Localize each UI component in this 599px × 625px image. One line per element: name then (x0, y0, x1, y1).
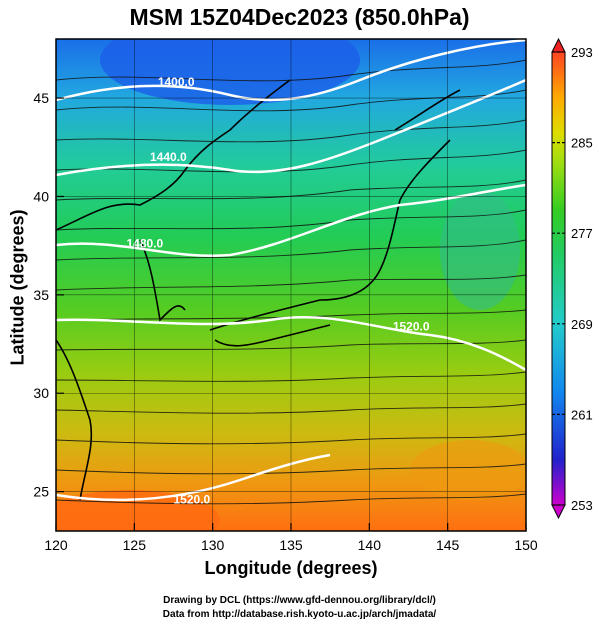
colorbar-bottom-arrow (551, 504, 566, 520)
colorbar-tick-label: 253 (571, 498, 593, 513)
wind-streamlines (56, 59, 526, 505)
y-tick-label: 25 (33, 484, 49, 500)
y-axis-ticks: 25 30 35 40 45 (33, 90, 64, 500)
colorbar-tick-label: 277 (571, 226, 593, 241)
gridlines (56, 39, 526, 531)
contour-labels: 1400.0 1440.0 1480.0 1520.0 1520.0 (127, 75, 430, 506)
x-tick-label: 135 (279, 537, 303, 553)
y-tick-label: 45 (33, 90, 49, 106)
colorbar-tick-label: 293 (571, 45, 593, 60)
warm-eddy (410, 440, 526, 500)
contour-label: 1520.0 (174, 492, 211, 506)
x-axis-ticks: 120 125 130 135 140 145 150 (44, 523, 538, 553)
x-tick-label: 120 (44, 537, 68, 553)
contour-label: 1480.0 (127, 237, 164, 251)
x-tick-label: 150 (514, 537, 538, 553)
colorbar-tick-label: 285 (571, 136, 593, 151)
cold-region (100, 39, 360, 105)
cool-eddy (440, 190, 520, 310)
x-tick-label: 140 (358, 537, 382, 553)
contour-label: 1520.0 (393, 319, 430, 333)
height-contours (56, 39, 526, 502)
colorbar: 293 285 277 269 261 253 (551, 37, 593, 520)
colorbar-tick-label: 269 (571, 317, 593, 332)
y-tick-label: 35 (33, 287, 49, 303)
x-axis-label: Longitude (degrees) (204, 558, 378, 578)
y-tick-label: 40 (33, 188, 49, 204)
x-tick-label: 145 (436, 537, 460, 553)
coastlines (56, 79, 461, 501)
credit-data: Data from http://database.rish.kyoto-u.a… (162, 609, 437, 620)
x-tick-label: 130 (201, 537, 225, 553)
y-axis-label: Latitude (degrees) (7, 209, 28, 366)
contour-label: 1440.0 (150, 150, 187, 164)
contour-label: 1400.0 (158, 75, 195, 89)
map-title: MSM 15Z04Dec2023 (850.0hPa) (129, 4, 470, 30)
colorbar-top-arrow (551, 37, 566, 53)
x-tick-label: 125 (123, 537, 147, 553)
colorbar-tick-label: 261 (571, 407, 593, 422)
y-tick-label: 30 (33, 385, 49, 401)
credit-drawing: Drawing by DCL (https://www.gfd-dennou.o… (163, 595, 436, 606)
colorbar-ticks: 293 285 277 269 261 253 (552, 45, 593, 513)
colorbar-bar (551, 51, 566, 506)
